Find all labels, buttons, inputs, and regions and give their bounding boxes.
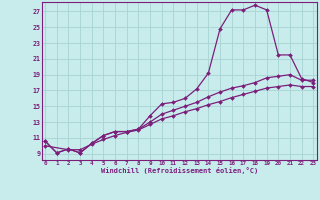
X-axis label: Windchill (Refroidissement éolien,°C): Windchill (Refroidissement éolien,°C) — [100, 167, 258, 174]
